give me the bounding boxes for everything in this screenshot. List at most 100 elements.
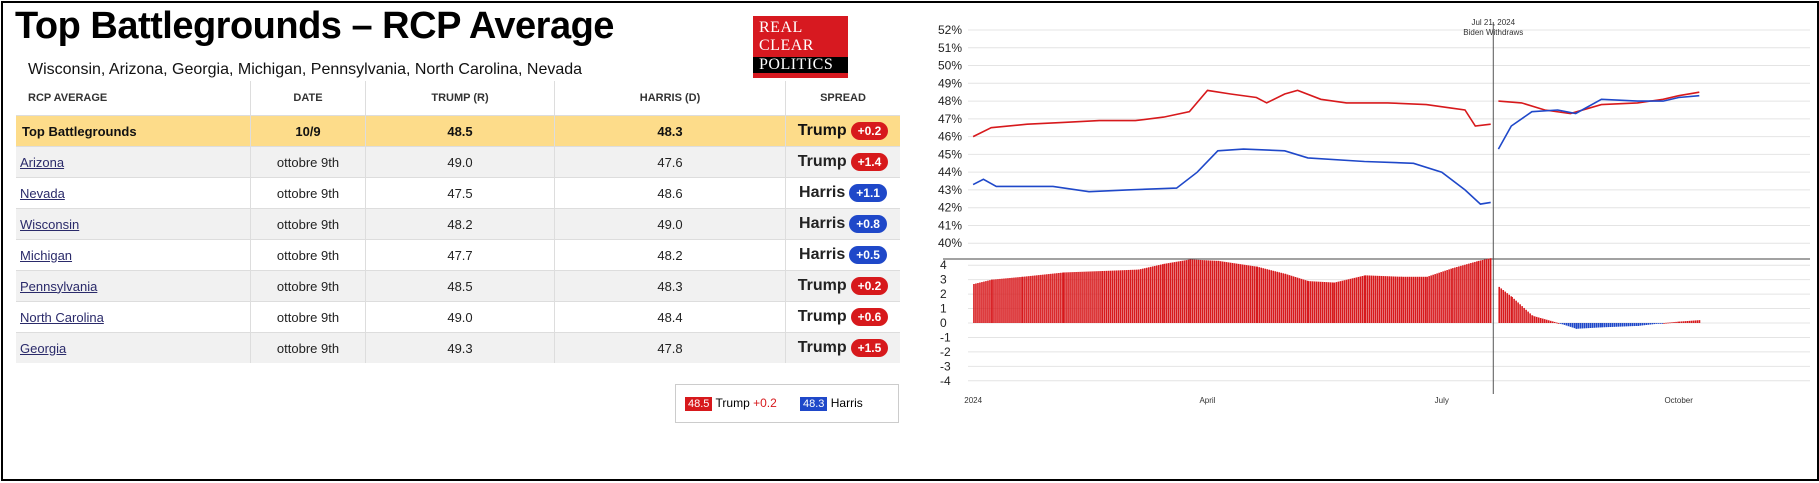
spread-cell: Trump +1.4 <box>785 146 900 178</box>
x-tick-label: April <box>1199 396 1215 405</box>
legend-trump-value: 48.5 <box>685 397 713 411</box>
spread-bar <box>995 279 997 323</box>
spread-bar <box>1223 261 1226 323</box>
date-cell: ottobre 9th <box>250 270 366 302</box>
spread-bar <box>1506 293 1509 323</box>
spread-bar <box>1319 281 1322 323</box>
table-row: Arizona ottobre 9th 49.0 47.6 Trump +1.4 <box>16 146 900 178</box>
spread-bar <box>1372 275 1375 323</box>
spread-bar <box>997 279 999 323</box>
spread-bar <box>1500 288 1503 323</box>
spread-bar <box>1062 272 1064 323</box>
spread-bar <box>1189 259 1192 323</box>
column-header-harris[interactable]: HARRIS (D) <box>554 81 786 116</box>
spread-bar <box>1103 270 1106 323</box>
spread-bar <box>1434 274 1436 323</box>
spread-bar <box>1591 323 1594 328</box>
spread-bar <box>981 282 983 323</box>
rcp-logo[interactable]: REAL CLEAR POLITICS <box>753 16 848 78</box>
spread-bar <box>1321 281 1324 323</box>
trump-cell: 48.5 <box>365 115 555 147</box>
spread-bar <box>1209 260 1212 323</box>
state-link[interactable]: Michigan <box>20 247 73 263</box>
spread-bar <box>1105 270 1108 323</box>
trump-cell: 49.0 <box>365 301 555 333</box>
page-subtitle: Wisconsin, Arizona, Georgia, Michigan, P… <box>28 61 583 78</box>
spread-bar <box>1549 320 1552 323</box>
spread-bar <box>1294 277 1297 323</box>
spread-bar <box>1498 286 1501 323</box>
spread-bar <box>1368 275 1371 323</box>
legend-item-trump[interactable]: 48.5 Trump +0.2 <box>685 396 777 411</box>
spread-bar <box>1573 323 1576 329</box>
spread-bar <box>1460 265 1462 323</box>
date-cell: ottobre 9th <box>250 146 366 178</box>
spread-bar <box>1489 258 1492 323</box>
spread-bar <box>1665 322 1667 324</box>
spread-bar <box>1440 272 1442 323</box>
spread-bar <box>985 281 987 323</box>
spread-bar <box>1292 276 1295 323</box>
spread-bar <box>1599 323 1602 328</box>
date-cell: ottobre 9th <box>250 301 366 333</box>
spread-cell: Harris +1.1 <box>785 177 900 209</box>
table-row: Michigan ottobre 9th 47.7 48.2 Harris +0.5 <box>16 239 900 271</box>
spread-bar <box>1515 300 1517 323</box>
spread-bar <box>1378 275 1381 323</box>
spread-bar <box>1071 272 1073 323</box>
spread-bar <box>1533 316 1536 323</box>
legend-item-harris[interactable]: 48.3 Harris <box>800 396 863 411</box>
spread-bar <box>1159 264 1162 323</box>
annotation-label: Biden Withdraws <box>1463 28 1523 37</box>
spread-bar <box>1343 280 1346 323</box>
column-header-date[interactable]: DATE <box>250 81 366 116</box>
spread-bar <box>1477 260 1480 323</box>
spread-bar <box>1392 276 1395 323</box>
spread-bar <box>1349 278 1352 323</box>
spread-bar <box>1183 260 1186 323</box>
column-header-rcp-average[interactable]: RCP AVERAGE <box>16 81 251 116</box>
spread-bar <box>1099 271 1101 323</box>
spread-bar <box>1262 268 1264 323</box>
spread-bar <box>1278 272 1280 323</box>
spread-bar <box>1567 323 1570 327</box>
spread-bar <box>1376 275 1379 323</box>
spread-bar <box>1075 271 1077 323</box>
spread-bar <box>1359 276 1362 323</box>
spread-bar <box>989 280 991 323</box>
state-link[interactable]: Wisconsin <box>20 216 80 232</box>
spread-bar <box>1583 323 1586 329</box>
state-link[interactable]: Pennsylvania <box>20 278 98 294</box>
state-link[interactable]: Georgia <box>20 340 67 356</box>
spread-bar <box>1083 271 1085 323</box>
spread-cell: Trump +0.6 <box>785 301 900 333</box>
spread-bar <box>1682 321 1685 323</box>
spread-bar <box>1525 309 1527 323</box>
spread-bar <box>973 284 975 323</box>
state-link[interactable]: Arizona <box>20 154 65 170</box>
spread-bar <box>1355 277 1358 323</box>
spread-badge: +1.1 <box>849 184 887 203</box>
spread-bar <box>975 283 977 323</box>
column-header-trump[interactable]: TRUMP (R) <box>365 81 555 116</box>
spread-bar <box>1418 276 1421 323</box>
spread-bar <box>1181 260 1184 323</box>
table-row: Georgia ottobre 9th 49.3 47.8 Trump +1.5 <box>16 332 900 363</box>
spread-bar <box>1046 274 1048 323</box>
state-link[interactable]: North Carolina <box>20 309 104 325</box>
spread-leader: Trump <box>797 339 847 357</box>
trump-cell: 48.2 <box>365 208 555 240</box>
spread-bar <box>1153 265 1156 323</box>
spread-bar <box>1022 276 1024 323</box>
spread-bar <box>1175 261 1178 323</box>
spread-bar <box>1479 260 1482 323</box>
page-title: Top Battlegrounds – RCP Average <box>15 5 614 47</box>
y-tick-label: -3 <box>940 359 951 373</box>
spread-bar <box>1256 266 1258 323</box>
spread-bar <box>1513 298 1515 323</box>
spread-bar <box>1541 318 1544 323</box>
spread-bar <box>1335 282 1338 323</box>
spread-bar <box>1587 323 1590 329</box>
state-link[interactable]: Nevada <box>20 185 65 201</box>
column-header-spread[interactable]: SPREAD <box>820 92 866 104</box>
